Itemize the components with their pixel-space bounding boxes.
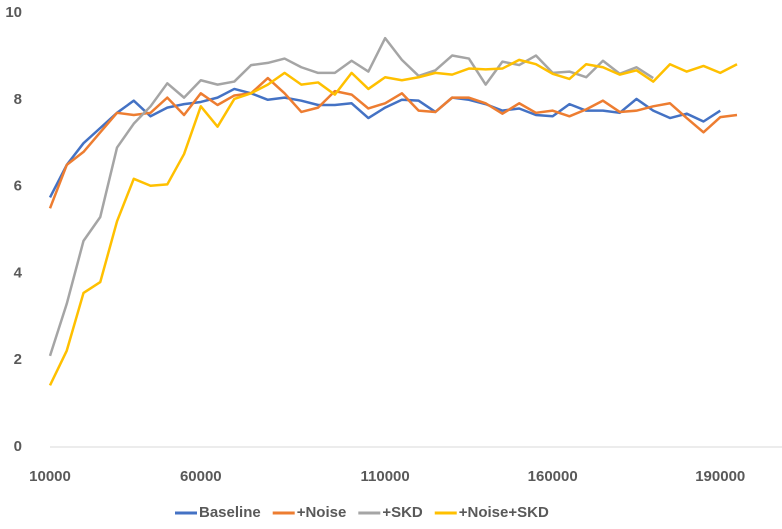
y-tick-label: 6 xyxy=(14,178,22,195)
y-tick-label: 2 xyxy=(14,351,22,368)
x-tick-label: 10000 xyxy=(29,468,71,485)
y-tick-label: 8 xyxy=(14,91,22,108)
x-tick-label: 160000 xyxy=(528,468,578,485)
series-line xyxy=(48,58,738,386)
legend-label: +Noise xyxy=(297,504,347,521)
x-tick-label: 60000 xyxy=(180,468,222,485)
legend-label: Baseline xyxy=(199,504,261,521)
x-tick-label: 110000 xyxy=(361,468,410,485)
y-tick-label: 4 xyxy=(14,264,23,281)
series-line xyxy=(48,87,721,199)
legend-label: +Noise+SKD xyxy=(459,504,549,521)
y-tick-label: 10 xyxy=(5,4,22,21)
series-line xyxy=(48,36,654,357)
legend-label: +SKD xyxy=(382,504,423,521)
x-tick-label: 190000 xyxy=(695,468,745,485)
series-line xyxy=(48,76,738,209)
y-tick-label: 0 xyxy=(14,438,22,455)
